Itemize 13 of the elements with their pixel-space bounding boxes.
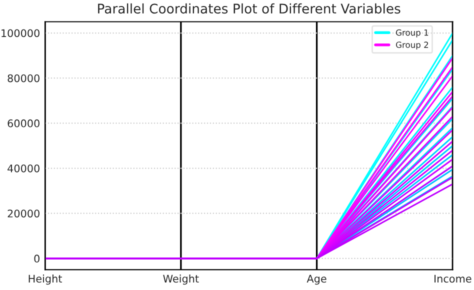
legend-label: Group 2 [396,42,428,50]
y-tick-label: 20000 [8,210,40,218]
y-tick-label: 100000 [2,29,40,38]
x-tick-label: Weight [163,274,199,285]
x-tick-label: Age [306,274,326,285]
y-tick-label: 60000 [8,119,40,128]
x-tick-label: Height [28,274,62,285]
chart-title: Parallel Coordinates Plot of Different Variables [98,3,400,14]
legend-label: Group 1 [396,29,428,38]
y-tick-label: 0 [34,254,40,263]
y-tick-label: 40000 [8,164,40,172]
y-tick-label: 80000 [8,74,40,82]
x-tick-label: Income [434,274,472,283]
